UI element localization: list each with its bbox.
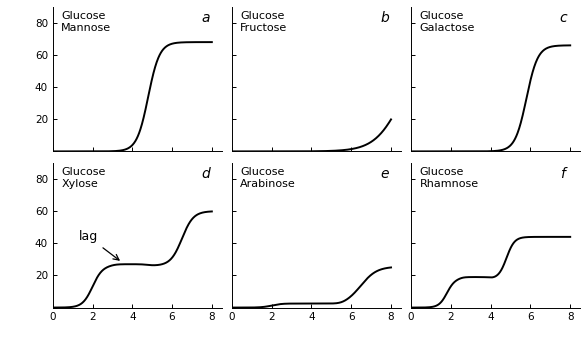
Text: Glucose
Rhamnose: Glucose Rhamnose [420,167,479,189]
Text: b: b [381,11,390,25]
Text: f: f [560,167,565,181]
Text: a: a [202,11,210,25]
Text: Glucose
Mannose: Glucose Mannose [61,11,111,33]
Text: lag: lag [79,231,119,260]
Text: d: d [202,167,210,181]
Text: Glucose
Arabinose: Glucose Arabinose [240,167,296,189]
Text: c: c [560,11,567,25]
Text: Glucose
Galactose: Glucose Galactose [420,11,475,33]
Text: Glucose
Xylose: Glucose Xylose [61,167,105,189]
Text: Glucose
Fructose: Glucose Fructose [240,11,288,33]
Text: e: e [381,167,389,181]
